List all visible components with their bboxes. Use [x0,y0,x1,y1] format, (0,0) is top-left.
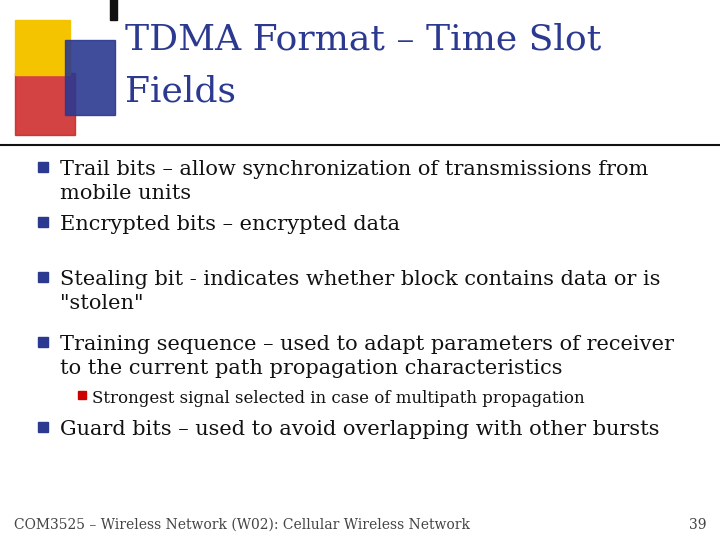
Text: Trail bits – allow synchronization of transmissions from
mobile units: Trail bits – allow synchronization of tr… [60,160,649,203]
Bar [15,20,70,75]
Bar [110,0,117,20]
Text: Strongest signal selected in case of multipath propagation: Strongest signal selected in case of mul… [92,390,585,407]
Bar [38,422,48,432]
Bar [15,73,75,135]
Text: Stealing bit - indicates whether block contains data or is
"stolen": Stealing bit - indicates whether block c… [60,270,660,313]
Text: TDMA Format – Time Slot: TDMA Format – Time Slot [125,22,601,56]
Bar [65,40,115,115]
Text: Fields: Fields [125,75,236,109]
Text: Guard bits – used to avoid overlapping with other bursts: Guard bits – used to avoid overlapping w… [60,420,660,439]
Text: Training sequence – used to adapt parameters of receiver
to the current path pro: Training sequence – used to adapt parame… [60,335,674,378]
Text: COM3525 – Wireless Network (W02): Cellular Wireless Network: COM3525 – Wireless Network (W02): Cellul… [14,518,470,532]
Text: 39: 39 [688,518,706,532]
Bar [38,217,48,227]
Bar [78,391,86,399]
Bar [38,272,48,282]
Bar [38,337,48,347]
Bar [38,162,48,172]
Text: Encrypted bits – encrypted data: Encrypted bits – encrypted data [60,215,400,234]
